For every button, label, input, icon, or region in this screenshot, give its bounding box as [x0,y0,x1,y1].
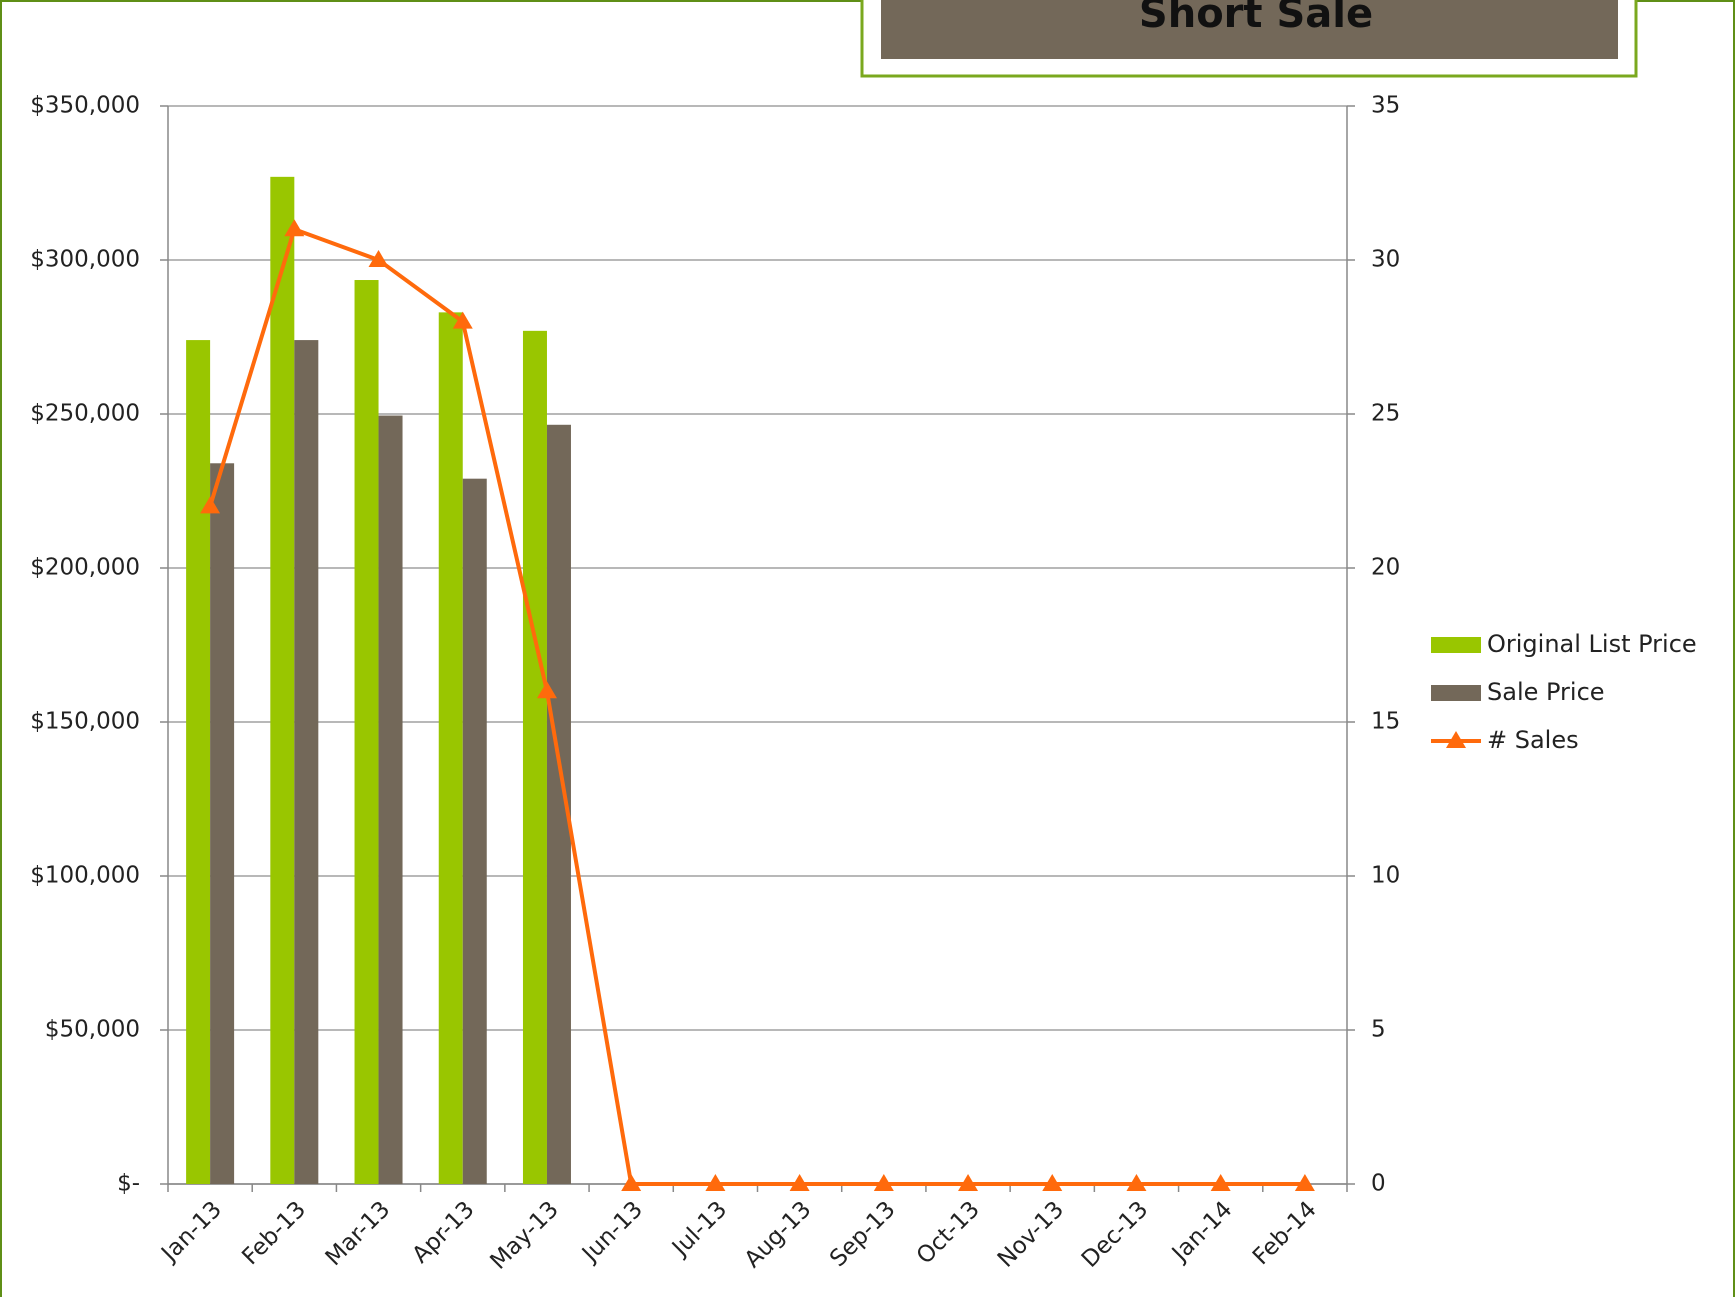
x-tick-label: Jan-14 [1166,1196,1237,1267]
bar [354,280,379,1184]
line-marker [873,1174,894,1191]
line-marker [452,311,473,329]
chart-title: Short Sale [1139,0,1373,37]
title-band [881,0,1618,59]
x-tick-label: Apr-13 [408,1196,480,1268]
line-marker [368,250,389,267]
line-marker [621,1174,642,1191]
x-tick-label: Jan-13 [156,1196,227,1267]
bar [522,330,547,1185]
bar [210,463,235,1184]
bar [438,312,463,1184]
line-marker [705,1174,726,1191]
y2-tick-label: 5 [1371,1017,1386,1043]
bar [270,176,295,1185]
x-tick-label: Sep-13 [825,1196,901,1272]
line-marker [789,1174,810,1191]
x-tick-label: May-13 [486,1196,564,1274]
y-tick-label: $50,000 [45,1017,140,1043]
line-marker [284,219,305,237]
legend-swatch [1431,685,1481,701]
x-tick-label: Jun-13 [576,1196,648,1268]
line-marker [536,681,557,699]
y2-tick-label: 35 [1371,93,1400,119]
line [208,227,1305,1186]
y-tick-label: $150,000 [30,709,140,735]
x-tick-label: Jul-13 [666,1196,732,1262]
y2-tick-label: 0 [1371,1171,1386,1197]
x-tick-label: Nov-13 [993,1196,1069,1272]
x-tick-label: Feb-13 [237,1196,311,1270]
y2-tick-label: 10 [1371,863,1400,889]
line-marker [1210,1174,1231,1191]
bar [378,415,403,1184]
legend-marker [1446,731,1466,748]
line-marker [1042,1174,1063,1191]
bar [294,340,319,1185]
y-tick-label: $350,000 [30,93,140,119]
bar [186,340,211,1185]
x-tick-label: Dec-13 [1077,1196,1153,1272]
y-tick-label: $100,000 [30,863,140,889]
x-tick-label: Aug-13 [740,1196,817,1273]
line-marker [1126,1174,1147,1191]
x-tick-label: Mar-13 [321,1196,396,1271]
y-tick-label: $250,000 [30,401,140,427]
legend-label: Sale Price [1487,678,1605,706]
y2-tick-label: 20 [1371,555,1400,581]
y2-tick-label: 25 [1371,401,1400,427]
line-marker [1294,1174,1315,1191]
legend-label: # Sales [1487,726,1579,754]
line-marker [958,1174,979,1191]
x-tick-label: Feb-14 [1248,1196,1322,1270]
y-tick-label: $200,000 [30,555,140,581]
legend-label: Original List Price [1487,630,1697,658]
legend-swatch [1431,637,1481,653]
y-tick-label: $- [117,1171,140,1197]
y2-tick-label: 15 [1371,709,1400,735]
y2-tick-label: 30 [1371,247,1400,273]
bar [462,478,487,1184]
line-marker [200,496,221,514]
x-tick-label: Oct-13 [912,1196,985,1269]
y-tick-label: $300,000 [30,247,140,273]
